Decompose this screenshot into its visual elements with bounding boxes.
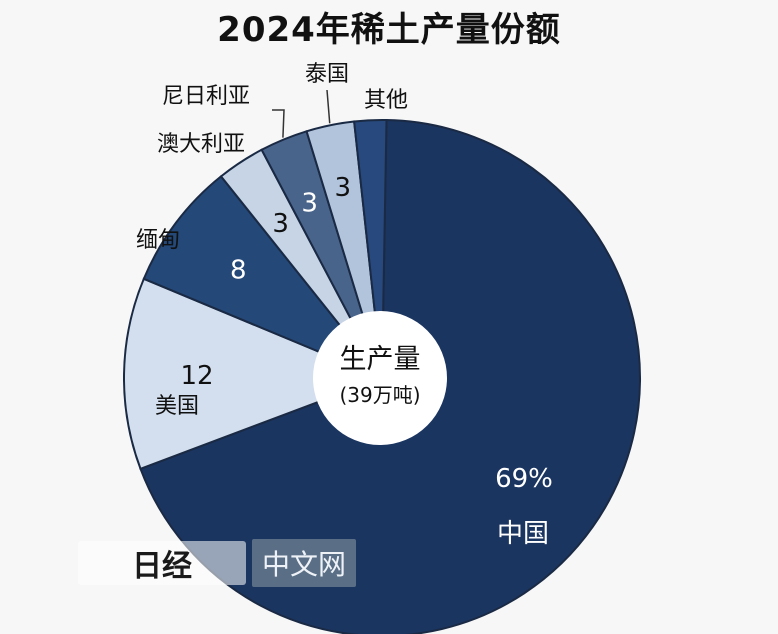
slice-name-label: 泰国 — [305, 62, 349, 87]
pie-slice-2 — [142, 174, 383, 379]
slice-name-label: 美国 — [155, 394, 199, 419]
slice-name-label: 澳大利亚 — [157, 132, 245, 157]
slice-value-label: 69% — [495, 464, 553, 494]
slice-name-label: 其他 — [364, 88, 408, 113]
watermark-logo: 日经 — [78, 541, 246, 585]
watermark: 日经 中文网 — [78, 538, 357, 588]
slice-name-label: 缅甸 — [136, 228, 180, 253]
watermark-text: 中文网 — [252, 539, 357, 587]
slice-name-label: 尼日利亚 — [162, 84, 250, 109]
slice-name-label: 中国 — [497, 519, 549, 549]
slice-value-label: 12 — [180, 361, 213, 391]
leader-line — [326, 89, 331, 124]
slice-value-label: 8 — [230, 256, 247, 286]
slice-value-label: 3 — [301, 188, 318, 218]
leader-line — [272, 109, 285, 138]
slice-value-label: 3 — [272, 209, 289, 239]
center-sublabel: (39万吨) — [339, 383, 420, 407]
chart-title: 2024年稀土产量份额 — [217, 10, 561, 50]
slice-value-label: 3 — [335, 173, 352, 203]
center-label: 生产量 — [340, 344, 421, 375]
pie-slice-1 — [123, 277, 385, 471]
center-hole — [313, 311, 447, 445]
